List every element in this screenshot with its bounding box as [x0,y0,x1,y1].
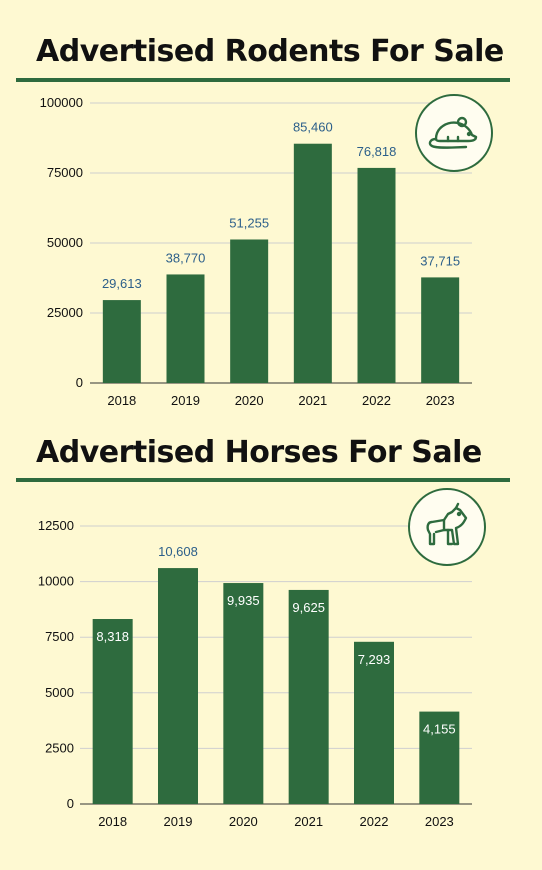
x-tick-label: 2022 [362,393,391,408]
data-label: 37,715 [420,253,460,268]
data-label: 76,818 [357,144,397,159]
x-tick-label: 2020 [229,814,258,829]
y-tick-label: 10000 [38,574,74,589]
bar [357,167,396,383]
data-label: 7,293 [358,652,391,667]
x-tick-label: 2019 [164,814,193,829]
bar [166,274,205,383]
bar [419,711,460,804]
y-tick-label: 12500 [38,518,74,533]
x-tick-label: 2023 [426,393,455,408]
data-label: 4,155 [423,722,456,737]
x-tick-label: 2018 [107,393,136,408]
rodents-title-underline [16,78,510,82]
data-label: 9,625 [292,600,325,615]
data-label: 51,255 [229,215,269,230]
x-tick-label: 2021 [298,393,327,408]
bar [230,239,269,383]
horse-icon-badge [408,488,486,566]
horses-title-underline [16,478,510,482]
y-tick-label: 75000 [47,165,83,180]
x-tick-label: 2023 [425,814,454,829]
rodents-bar-chart: 0 25000 50000 75000 100000 2018 29,613 2019 38,7… [40,95,472,408]
bar [354,641,394,804]
rodents-chart-title: Advertised Rodents For Sale [36,34,504,69]
data-label: 38,770 [166,250,206,265]
bar [158,568,198,804]
y-tick-label: 0 [76,375,83,390]
x-tick-label: 2020 [235,393,264,408]
data-label: 8,318 [96,629,129,644]
rodent-icon-badge [415,94,493,172]
horses-bar-chart: 0 2500 5000 7500 10000 12500 2018 8,318 2019 10,6… [38,518,472,829]
y-tick-label: 100000 [40,95,83,110]
data-label: 9,935 [227,593,260,608]
x-tick-label: 2018 [98,814,127,829]
y-tick-label: 50000 [47,235,83,250]
rodent-icon [428,116,478,149]
data-label: 29,613 [102,276,142,291]
bar [288,589,329,804]
bar [92,619,133,804]
bar [293,143,332,383]
x-tick-label: 2019 [171,393,200,408]
y-tick-label: 2500 [45,740,74,755]
y-tick-label: 25000 [47,305,83,320]
bar [102,300,141,383]
y-tick-label: 0 [67,796,74,811]
x-tick-label: 2021 [294,814,323,829]
bar [223,583,264,804]
data-label: 85,460 [293,120,333,135]
bar [421,277,460,383]
data-label: 10,608 [158,544,198,559]
y-tick-label: 7500 [45,629,74,644]
x-tick-label: 2022 [360,814,389,829]
horse-icon [426,502,468,546]
y-tick-label: 5000 [45,685,74,700]
horses-chart-title: Advertised Horses For Sale [36,435,482,470]
